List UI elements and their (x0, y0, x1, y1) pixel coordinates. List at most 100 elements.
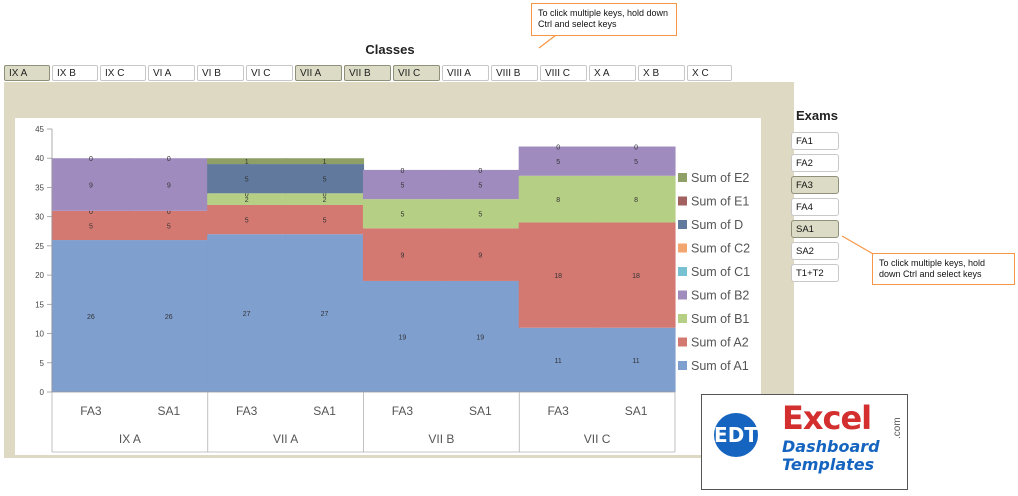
data-label: 5 (478, 183, 482, 190)
bar-segment-a1 (440, 280, 520, 392)
y-tick-label: 30 (35, 213, 44, 222)
data-label: 0 (323, 191, 327, 198)
data-label: 5 (634, 159, 638, 166)
class-button-vi-c[interactable]: VI C (246, 65, 293, 81)
bar-segment-b1 (518, 175, 598, 223)
legend-label-b2: Sum of B2 (691, 289, 749, 303)
data-label: 9 (478, 253, 482, 260)
data-label: 2 (323, 197, 327, 204)
class-button-x-c[interactable]: X C (687, 65, 732, 81)
y-tick-label: 15 (35, 300, 44, 309)
class-button-vii-a[interactable]: VII A (295, 65, 342, 81)
data-label: 5 (167, 223, 171, 230)
data-label: 19 (476, 334, 484, 341)
legend-swatch-a1 (678, 361, 687, 370)
class-button-ix-c[interactable]: IX C (100, 65, 146, 81)
y-tick-label: 0 (40, 388, 45, 397)
bar-segment-d (285, 164, 365, 194)
exam-button-fa1[interactable]: FA1 (791, 132, 839, 150)
class-button-x-a[interactable]: X A (589, 65, 636, 81)
data-label: 27 (243, 311, 251, 318)
bar-segment-e2 (285, 158, 365, 165)
data-label: 0 (556, 145, 560, 152)
legend-label-a2: Sum of A2 (691, 336, 749, 350)
legend-swatch-c2 (678, 243, 687, 253)
legend-swatch-d (678, 220, 687, 229)
bar-segment-a2 (207, 204, 287, 235)
callout-arrow-right (841, 235, 876, 256)
legend-label-a1: Sum of A1 (691, 359, 749, 373)
class-button-vii-b[interactable]: VII B (344, 65, 391, 81)
class-button-ix-b[interactable]: IX B (52, 65, 98, 81)
exam-button-fa3[interactable]: FA3 (791, 176, 839, 194)
x-group-label: VII A (273, 432, 298, 446)
data-label: 26 (87, 314, 95, 321)
logo-suffix: .com (892, 417, 903, 439)
bar-segment-b1 (285, 193, 365, 205)
y-tick-label: 35 (35, 183, 44, 192)
bar-segment-a2 (518, 222, 598, 328)
legend-label-d: Sum of D (691, 218, 743, 232)
x-group-label: IX A (119, 432, 141, 446)
data-label: 0 (89, 209, 93, 216)
bar-segment-d (207, 164, 287, 194)
class-button-ix-a[interactable]: IX A (4, 65, 50, 81)
legend-label-e2: Sum of E2 (691, 171, 749, 185)
bar-segment-a1 (518, 327, 598, 392)
class-button-vii-c[interactable]: VII C (393, 65, 440, 81)
x-category-label: FA3 (548, 404, 570, 418)
data-label: 5 (245, 177, 249, 184)
exam-button-t1-t2[interactable]: T1+T2 (791, 264, 839, 282)
x-category-label: SA1 (625, 404, 648, 418)
x-category-label: FA3 (80, 404, 102, 418)
data-label: 1 (245, 159, 249, 166)
data-label: 18 (632, 273, 640, 280)
data-label: 8 (634, 197, 638, 204)
bar-segment-a1 (596, 327, 676, 392)
bar-segment-b2 (440, 169, 520, 200)
y-tick-label: 45 (35, 125, 44, 134)
class-button-vi-a[interactable]: VI A (148, 65, 195, 81)
x-category-label: FA3 (236, 404, 258, 418)
exam-button-fa2[interactable]: FA2 (791, 154, 839, 172)
class-button-viii-b[interactable]: VIII B (491, 65, 538, 81)
data-label: 0 (400, 168, 404, 175)
y-tick-label: 20 (35, 271, 44, 280)
bar-segment-e2 (207, 158, 287, 165)
x-category-label: SA1 (157, 404, 180, 418)
exam-button-sa1[interactable]: SA1 (791, 220, 839, 238)
legend-swatch-e1 (678, 196, 687, 206)
bar-segment-a1 (129, 240, 209, 392)
exam-button-fa4[interactable]: FA4 (791, 198, 839, 216)
x-group-label: VII B (428, 432, 454, 446)
bar-segment-a1 (285, 234, 365, 392)
class-button-viii-a[interactable]: VIII A (442, 65, 489, 81)
bar-segment-b2 (518, 146, 598, 176)
class-button-x-b[interactable]: X B (638, 65, 685, 81)
data-label: 5 (556, 159, 560, 166)
callout-top: To click multiple keys, hold down Ctrl a… (531, 3, 677, 36)
class-button-viii-c[interactable]: VIII C (540, 65, 587, 81)
bar-segment-a2 (362, 228, 442, 281)
bar-segment-a2 (440, 228, 520, 281)
y-tick-label: 5 (40, 359, 45, 368)
data-label: 5 (323, 218, 327, 225)
x-category-label: FA3 (392, 404, 414, 418)
bar-segment-b2 (51, 158, 131, 211)
data-label: 0 (245, 191, 249, 198)
data-label: 0 (634, 145, 638, 152)
data-label: 19 (399, 334, 407, 341)
class-button-vi-b[interactable]: VI B (197, 65, 244, 81)
data-label: 27 (321, 311, 329, 318)
exam-button-sa2[interactable]: SA2 (791, 242, 839, 260)
logo: EDT Excel Dashboard Templates .com (701, 394, 908, 490)
legend-swatch-b2 (678, 290, 687, 300)
bar-segment-b2 (596, 146, 676, 176)
data-label: 18 (554, 273, 562, 280)
data-label: 0 (89, 156, 93, 163)
logo-line1: Excel (782, 399, 872, 437)
y-tick-label: 40 (35, 154, 44, 163)
data-label: 8 (556, 197, 560, 204)
y-tick-label: 10 (35, 330, 44, 339)
